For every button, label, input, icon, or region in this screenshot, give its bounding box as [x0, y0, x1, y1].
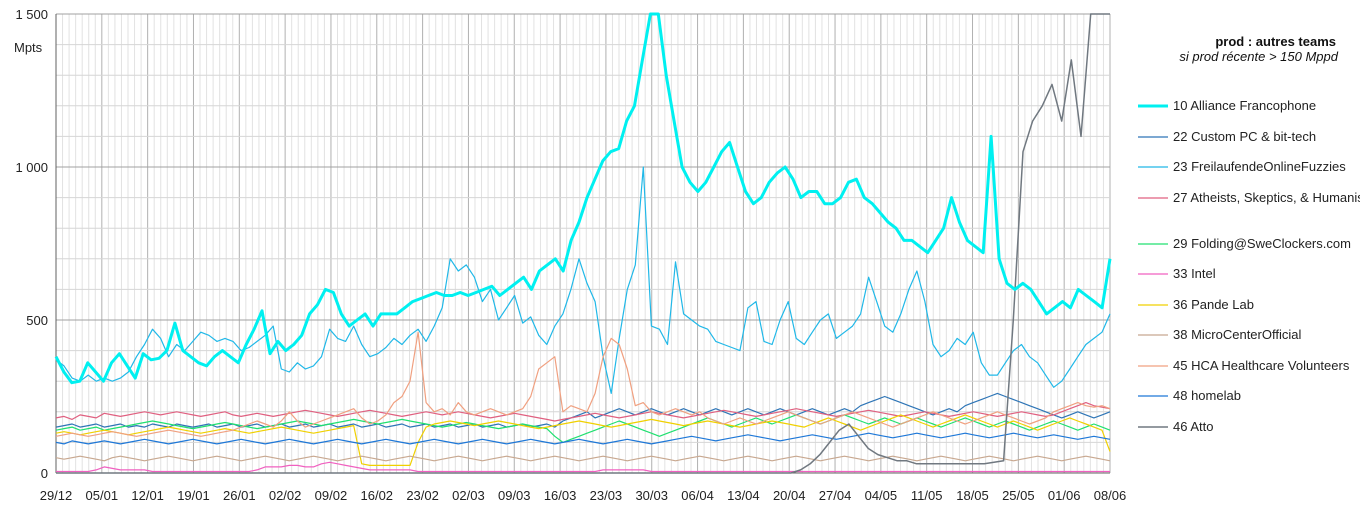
series-line: [55, 414, 1111, 443]
series-line: [55, 331, 1111, 437]
legend-label: 36 Pande Lab: [1173, 297, 1254, 312]
x-tick-label: 23/02: [406, 488, 439, 503]
series-group: [54, 12, 1112, 474]
legend: 10 Alliance Francophone 22 Custom PC & bi…: [1138, 98, 1360, 434]
y-tick-label: 1 000: [15, 160, 48, 175]
x-tick-label: 29/12: [40, 488, 73, 503]
legend-label: 46 Atto: [1173, 419, 1213, 434]
series-line: [55, 432, 1111, 445]
y-tick-label: 500: [26, 313, 48, 328]
x-tick-label: 23/03: [590, 488, 623, 503]
y-tick-label: 0: [41, 466, 48, 481]
chart-subtitle: si prod récente > 150 Mppd: [1179, 49, 1338, 64]
x-tick-label: 09/02: [315, 488, 348, 503]
x-tick-label: 13/04: [727, 488, 760, 503]
x-tick-label: 06/04: [681, 488, 714, 503]
series-line: [55, 166, 1111, 394]
x-tick-label: 16/03: [544, 488, 577, 503]
x-tick-label: 09/03: [498, 488, 531, 503]
legend-label: 29 Folding@SweClockers.com: [1173, 236, 1351, 251]
legend-label: 27 Atheists, Skeptics, & Humanists: [1173, 190, 1360, 205]
y-tick-labels: 0 500 1 000 1 500: [15, 7, 48, 481]
x-tick-label: 01/06: [1048, 488, 1081, 503]
series-line: [56, 13, 1110, 474]
x-tick-label: 04/05: [865, 488, 898, 503]
x-tick-label: 02/03: [452, 488, 485, 503]
y-axis-label: Mpts: [14, 40, 43, 55]
legend-label: 10 Alliance Francophone: [1173, 98, 1316, 113]
x-tick-label: 12/01: [131, 488, 164, 503]
x-tick-label: 02/02: [269, 488, 302, 503]
x-tick-label: 26/01: [223, 488, 256, 503]
axes: [55, 14, 1110, 474]
x-tick-label: 25/05: [1002, 488, 1035, 503]
x-tick-label: 18/05: [956, 488, 989, 503]
x-tick-label: 11/05: [911, 488, 943, 503]
x-tick-label: 16/02: [361, 488, 394, 503]
series-line: [55, 455, 1111, 462]
legend-label: 38 MicroCenterOfficial: [1173, 327, 1301, 342]
x-tick-label: 30/03: [635, 488, 668, 503]
legend-label: 23 FreilaufendeOnlineFuzzies: [1173, 159, 1346, 174]
y-tick-label: 1 500: [15, 7, 48, 22]
legend-label: 45 HCA Healthcare Volunteers: [1173, 358, 1350, 373]
series-line: [56, 461, 1110, 473]
x-tick-labels: 29/12 05/01 12/01 19/01 26/01 02/02 09/02 16/02…: [40, 488, 1127, 503]
grid: [55, 13, 1111, 474]
x-tick-label: 05/01: [86, 488, 119, 503]
chart-title: prod : autres teams: [1215, 34, 1336, 49]
x-tick-label: 08/06: [1094, 488, 1127, 503]
x-tick-label: 20/04: [773, 488, 806, 503]
series-line: [54, 12, 1112, 385]
x-tick-label: 27/04: [819, 488, 852, 503]
x-tick-label: 19/01: [177, 488, 210, 503]
legend-label: 48 homelab: [1173, 388, 1241, 403]
legend-label: 22 Custom PC & bit-tech: [1173, 129, 1316, 144]
series-line: [55, 402, 1111, 422]
legend-label: 33 Intel: [1173, 266, 1216, 281]
